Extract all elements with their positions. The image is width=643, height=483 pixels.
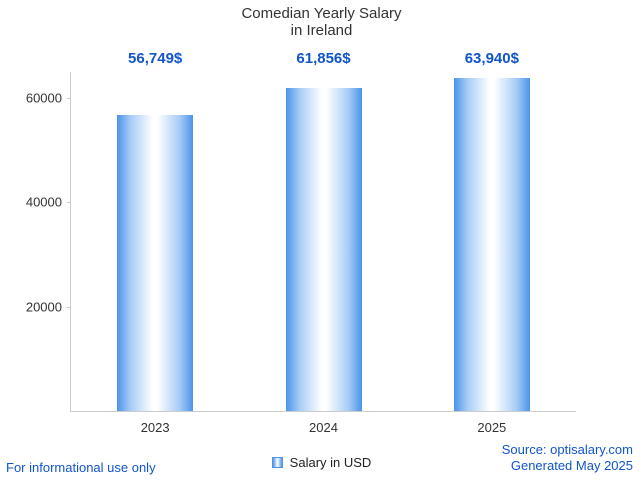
value-label-2024: 61,856$ (296, 50, 351, 67)
x-axis-label-2024: 2024 (309, 420, 338, 435)
y-axis-tick-label: 20000 (25, 299, 62, 315)
legend: Salary in USD (0, 455, 643, 470)
x-axis-label-2025: 2025 (477, 420, 507, 435)
generated-line: Generated May 2025 (510, 458, 633, 473)
y-axis-tick-label: 40000 (25, 194, 62, 210)
legend-swatch-icon (271, 457, 283, 468)
y-axis-tick-mark (67, 98, 71, 100)
bar-2023 (117, 115, 193, 411)
plot-area: 20000 40000 60000 56,749$ 2023 61,856$ 2024 63,… (26, 50, 576, 435)
disclaimer-text: For informational use only (6, 460, 156, 475)
chart-title-line-2: in Ireland (290, 22, 353, 39)
chart-title: Comedian Yearly Salary in Ireland (0, 5, 643, 39)
y-axis-tick-mark (67, 306, 71, 308)
legend-label: Salary in USD (289, 455, 372, 470)
chart-title-line-1: Comedian Yearly Salary (241, 5, 402, 22)
value-label-2023: 56,749$ (128, 50, 183, 67)
x-axis-label-2023: 2023 (140, 420, 170, 435)
bar-2025 (454, 78, 530, 411)
y-axis-tick-label: 60000 (25, 90, 62, 106)
source-info: Source: optisalary.com Generated May 202… (502, 442, 633, 474)
bar-2024 (286, 88, 362, 411)
y-axis-tick-mark (67, 202, 71, 204)
value-label-2025: 63,940$ (464, 50, 519, 67)
source-line: Source: optisalary.com (501, 442, 633, 457)
